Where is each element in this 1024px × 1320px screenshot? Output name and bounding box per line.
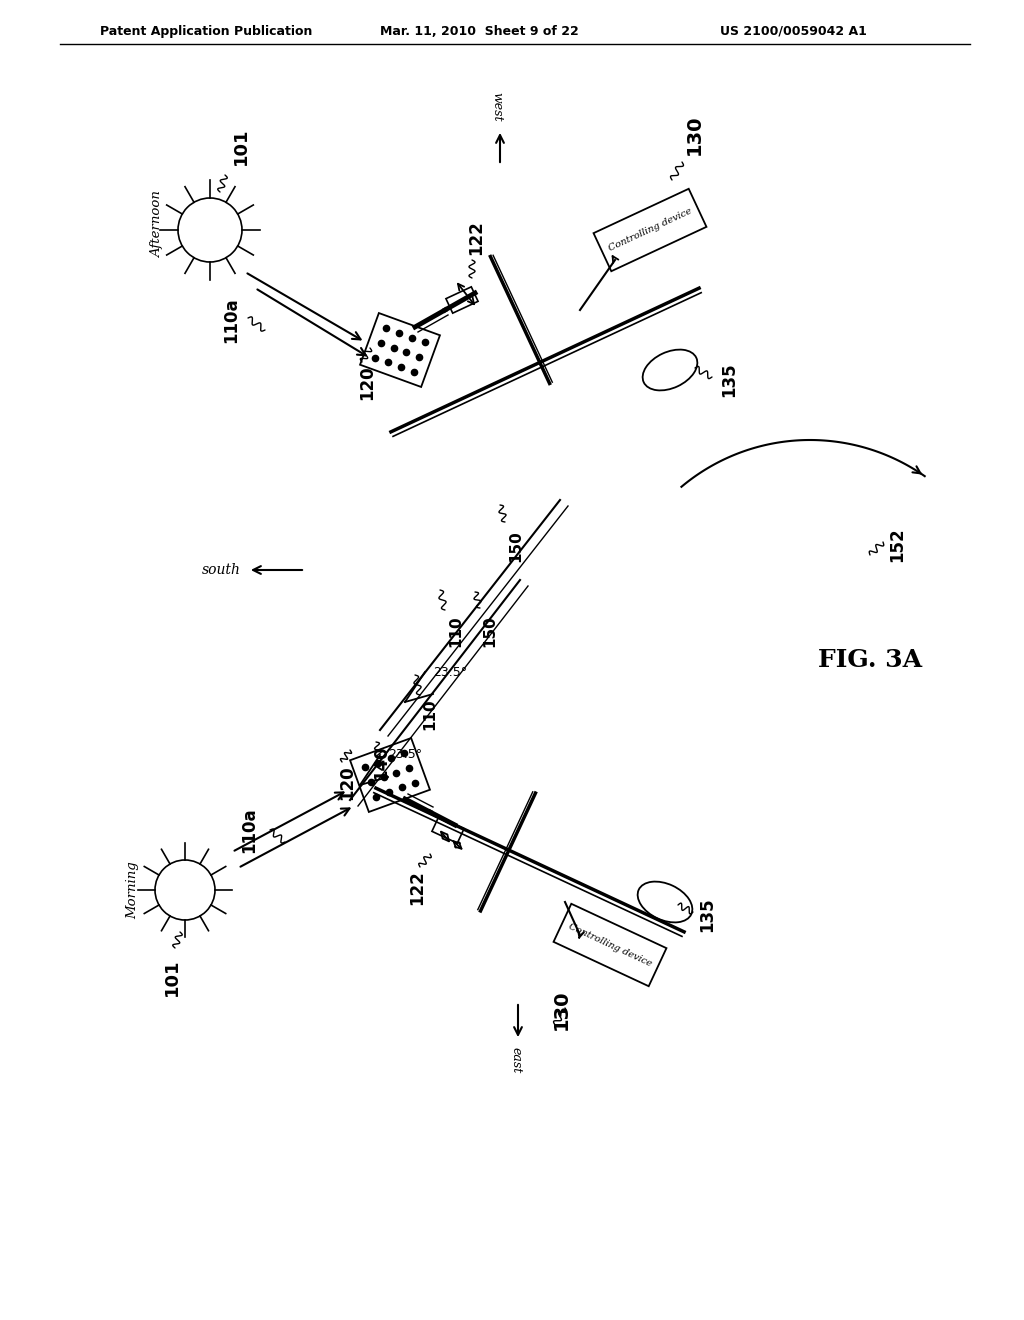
Text: 23.5°: 23.5° [433, 665, 467, 678]
Text: 135: 135 [720, 363, 738, 397]
Text: FIG. 3A: FIG. 3A [818, 648, 922, 672]
Text: 110a: 110a [240, 808, 258, 853]
Text: Controlling device: Controlling device [567, 921, 653, 969]
Text: 120: 120 [338, 766, 356, 800]
Text: 140: 140 [372, 744, 390, 780]
Text: east: east [510, 1047, 522, 1073]
Text: 23.5°: 23.5° [388, 748, 422, 762]
Text: 110a: 110a [222, 297, 240, 343]
Text: Mar. 11, 2010  Sheet 9 of 22: Mar. 11, 2010 Sheet 9 of 22 [380, 25, 579, 38]
Text: 150: 150 [508, 531, 523, 562]
Text: 150: 150 [482, 615, 497, 647]
Text: 110: 110 [422, 698, 437, 730]
Text: Morning: Morning [127, 861, 139, 919]
Text: Patent Application Publication: Patent Application Publication [100, 25, 312, 38]
Text: 110: 110 [449, 615, 463, 647]
Text: 120: 120 [358, 366, 376, 400]
Text: west: west [490, 92, 504, 121]
Text: 130: 130 [685, 115, 705, 154]
Text: 122: 122 [467, 220, 485, 255]
Text: 122: 122 [408, 870, 426, 904]
Text: 101: 101 [163, 958, 181, 995]
Text: Controlling device: Controlling device [607, 207, 693, 253]
Text: 130: 130 [552, 990, 571, 1030]
Text: 101: 101 [232, 128, 250, 165]
Text: south: south [202, 564, 241, 577]
Text: Afternoon: Afternoon [152, 191, 165, 259]
Text: 152: 152 [888, 528, 906, 562]
Text: US 2100/0059042 A1: US 2100/0059042 A1 [720, 25, 867, 38]
Text: 135: 135 [698, 898, 716, 932]
